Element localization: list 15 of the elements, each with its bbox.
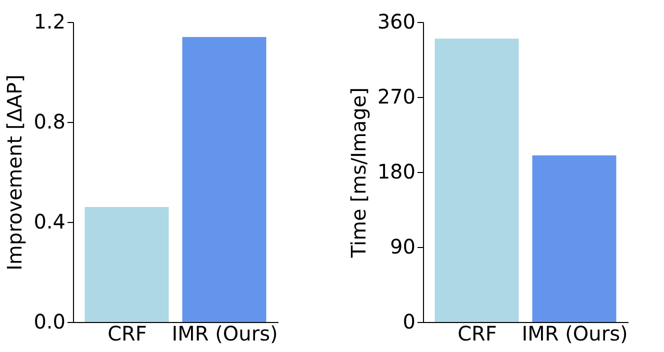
y-tick-label: 0.4 bbox=[34, 210, 66, 234]
x-tick-label: CRF bbox=[458, 322, 497, 346]
y-axis-title: Time [ms/Image] bbox=[346, 87, 370, 259]
y-tick-label: 180 bbox=[377, 160, 416, 184]
y-tick-label: 360 bbox=[377, 10, 416, 34]
y-tick-label: 0.8 bbox=[34, 110, 66, 134]
x-tick-label: CRF bbox=[108, 322, 147, 346]
y-tick-label: 90 bbox=[390, 234, 416, 258]
y-tick-label: 1.2 bbox=[34, 10, 66, 34]
y-axis-title: Improvement [ΔAP] bbox=[2, 74, 27, 270]
y-tick-label: 0.0 bbox=[34, 310, 66, 334]
x-tick-label: IMR (Ours) bbox=[172, 322, 278, 346]
x-tick-label: IMR (Ours) bbox=[522, 322, 628, 346]
y-tick-label: 0 bbox=[402, 310, 416, 334]
y-tick-label: 270 bbox=[377, 84, 416, 108]
